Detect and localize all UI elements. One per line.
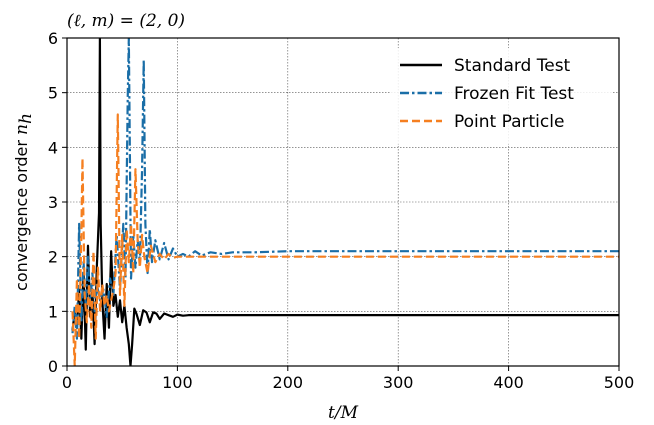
- chart-title: (ℓ, m) = (2, 0): [67, 11, 185, 31]
- ticks: 0 100 200 300 400 500 0 1 2 3 4 5 6: [48, 29, 634, 392]
- x-tick-label: 300: [383, 373, 414, 392]
- legend-label-2: Frozen Fit Test: [454, 84, 574, 104]
- series-line-3: [71, 113, 619, 366]
- y-axis-label-text: convergence order: [12, 135, 31, 291]
- y-axis-label-subscript: h: [16, 113, 36, 124]
- y-tick-label: 0: [48, 357, 58, 376]
- legend: Standard Test Frozen Fit Test Point Partic…: [390, 48, 612, 144]
- legend-label-3: Point Particle: [454, 112, 564, 132]
- legend-label-1: Standard Test: [454, 56, 571, 76]
- series-group: [71, 38, 619, 366]
- x-tick-label: 0: [62, 373, 72, 392]
- x-tick-label: 400: [493, 373, 524, 392]
- y-tick-label: 6: [48, 29, 58, 48]
- y-tick-label: 2: [48, 248, 58, 267]
- y-tick-label: 3: [48, 193, 58, 212]
- x-tick-label: 200: [273, 373, 304, 392]
- y-tick-label: 1: [48, 302, 58, 321]
- y-axis-label: convergence order nh: [12, 113, 36, 291]
- y-tick-label: 5: [48, 84, 58, 103]
- y-axis-label-symbol: n: [12, 124, 32, 135]
- x-tick-label: 500: [604, 373, 635, 392]
- y-tick-label: 4: [48, 138, 58, 157]
- x-axis-label: t/M: [328, 403, 359, 423]
- x-tick-label: 100: [162, 373, 193, 392]
